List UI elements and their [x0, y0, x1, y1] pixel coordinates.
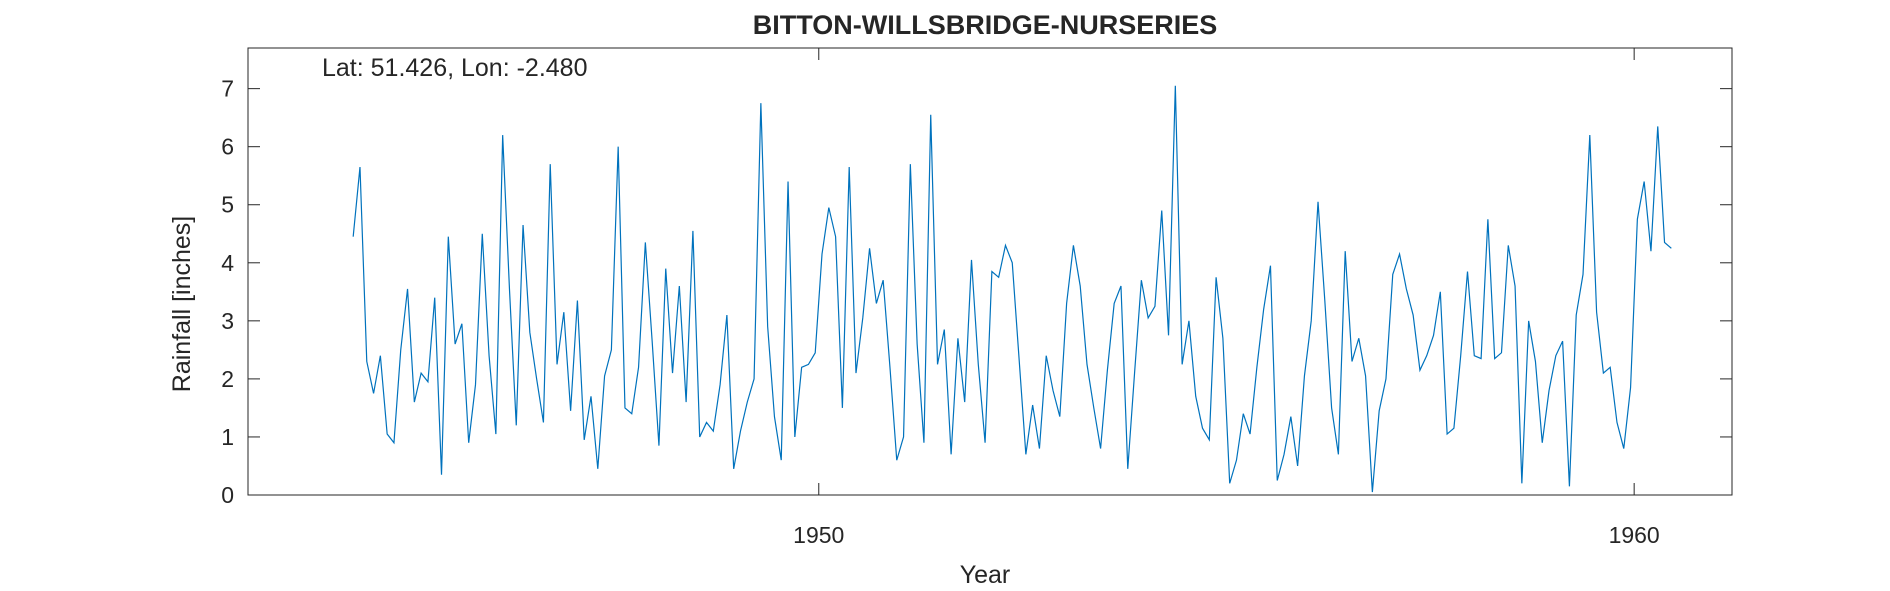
chart-title: BITTON-WILLSBRIDGE-NURSERIES — [753, 10, 1218, 40]
y-tick-label: 5 — [221, 192, 234, 218]
tick-labels: 0 1 2 3 4 5 6 7 1950 1960 — [221, 76, 1660, 548]
location-annotation: Lat: 51.426, Lon: -2.480 — [322, 54, 588, 82]
x-tick-label: 1960 — [1609, 522, 1660, 548]
y-tick-label: 7 — [221, 76, 234, 102]
y-tick-label: 1 — [221, 424, 234, 450]
series-line — [352, 85, 1672, 493]
x-axis-label: Year — [960, 561, 1011, 589]
y-tick-label: 6 — [221, 134, 234, 160]
y-tick-label: 4 — [221, 250, 234, 276]
y-tick-label: 0 — [221, 482, 234, 508]
plot-frame — [247, 47, 1733, 496]
y-axis-label: Rainfall [inches] — [168, 216, 196, 392]
y-tick-label: 2 — [221, 366, 234, 392]
axis-ticks — [248, 48, 1732, 496]
x-tick-label: 1950 — [793, 522, 844, 548]
y-tick-label: 3 — [221, 308, 234, 334]
